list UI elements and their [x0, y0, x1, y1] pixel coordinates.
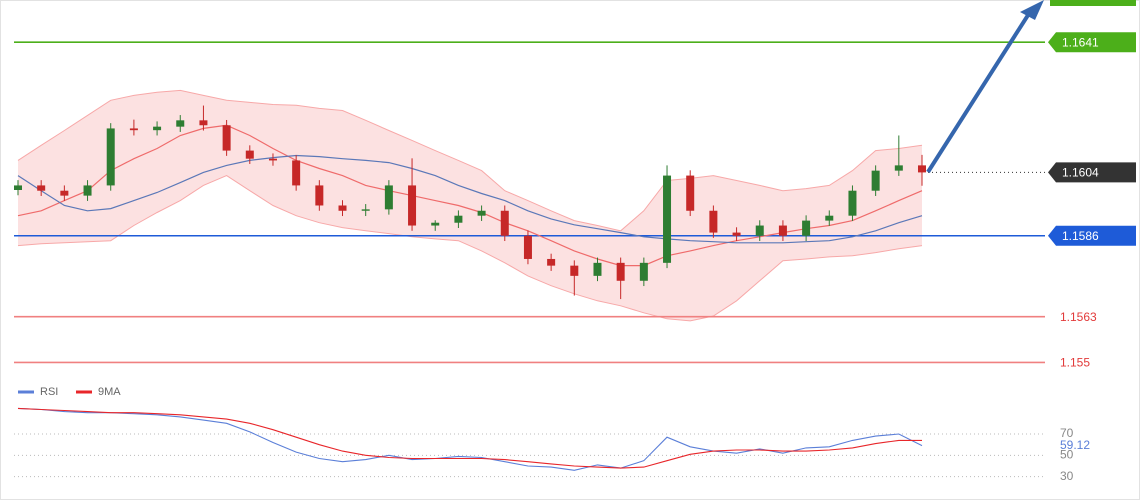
- level-label-box: [1048, 225, 1136, 246]
- candle-body: [222, 125, 231, 151]
- level-label: 1.1604: [1062, 166, 1099, 180]
- moving-average: [17, 154, 923, 244]
- candle-body: [37, 185, 46, 191]
- candle-body: [384, 185, 393, 210]
- candle-body: [848, 190, 857, 216]
- series-line: [17, 407, 922, 469]
- level-label-box: [1048, 32, 1136, 53]
- target-box: [1050, 0, 1136, 6]
- level-label: 1.1586: [1062, 229, 1099, 243]
- candle-body: [338, 205, 347, 211]
- candle-body: [199, 120, 208, 126]
- candle-body: [663, 175, 672, 263]
- moving-average: [17, 124, 923, 267]
- y-tick-label: 30: [1060, 469, 1074, 483]
- candle-body: [292, 160, 301, 186]
- candle-body: [802, 220, 811, 236]
- candle-body: [616, 262, 625, 281]
- band-line: [17, 89, 923, 232]
- candle-body: [60, 190, 69, 196]
- candle-body: [732, 232, 741, 236]
- y-tick-label: 70: [1060, 426, 1074, 440]
- candle-body: [894, 165, 903, 171]
- candle-body: [547, 258, 556, 266]
- candle-body: [709, 210, 718, 233]
- forecast-arrow: [926, 10, 1032, 174]
- band-line: [17, 175, 923, 322]
- candle-body: [268, 158, 277, 161]
- candle-body: [825, 215, 834, 221]
- candle-body: [523, 235, 532, 259]
- candle-body: [639, 262, 648, 281]
- candle-body: [83, 185, 92, 196]
- candle-body: [570, 265, 579, 276]
- plot: 1.1641 1.1604 1.1586 1.1563 1.155 70 50 30 RSI 9M…: [14, 32, 1136, 483]
- level-label-box: [1048, 162, 1136, 183]
- candle-body: [176, 120, 185, 127]
- candle-body: [14, 185, 22, 190]
- legend-label: RSI: [40, 386, 58, 398]
- last-value-label: 59.12: [1060, 438, 1090, 452]
- candle-body: [778, 225, 787, 236]
- legend-label: 9MA: [98, 386, 121, 398]
- arrow-head: [1020, 0, 1044, 20]
- candle-body: [245, 150, 254, 159]
- level-label: 1.1641: [1062, 35, 1099, 49]
- candle-body: [315, 185, 324, 206]
- candle-body: [477, 210, 486, 216]
- band-fill: [18, 90, 922, 321]
- candle-body: [686, 175, 695, 211]
- candle-body: [129, 128, 138, 131]
- candle-body: [408, 185, 417, 226]
- candle-body: [593, 262, 602, 276]
- level-label: 1.155: [1060, 356, 1090, 370]
- y-tick-label: 50: [1060, 448, 1074, 462]
- candle-body: [918, 165, 926, 173]
- candle-body: [431, 222, 440, 226]
- candle-body: [755, 225, 764, 236]
- candle-body: [871, 170, 880, 191]
- level-label: 1.1563: [1060, 310, 1097, 324]
- candle-body: [106, 128, 115, 186]
- candle-body: [454, 215, 463, 223]
- candle-body: [500, 210, 509, 236]
- candle-body: [361, 209, 370, 211]
- candle-body: [153, 126, 162, 131]
